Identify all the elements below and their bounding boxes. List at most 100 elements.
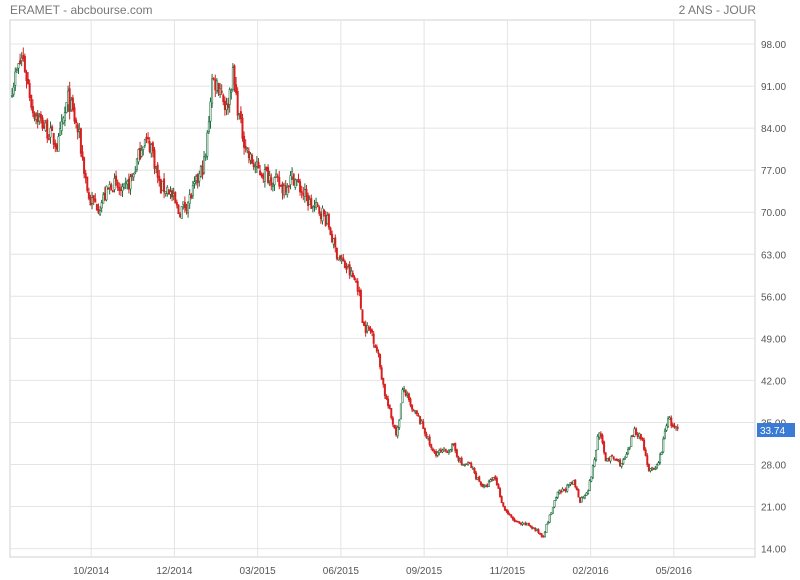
candle-body bbox=[310, 197, 313, 209]
candle-body bbox=[623, 458, 626, 460]
candle-body bbox=[539, 533, 542, 535]
candle-body bbox=[366, 325, 369, 332]
candle-body bbox=[471, 468, 474, 470]
x-tick-label: 10/2014 bbox=[73, 566, 110, 577]
period-label: 2 ANS - JOUR bbox=[678, 3, 756, 17]
candle-body bbox=[358, 290, 361, 293]
candle-body bbox=[14, 71, 17, 86]
candle-body bbox=[75, 119, 78, 124]
candle-body bbox=[367, 326, 370, 330]
candle-body bbox=[639, 434, 642, 440]
candle-body bbox=[503, 506, 506, 511]
candle-body bbox=[195, 176, 198, 182]
candle-body bbox=[508, 513, 511, 516]
candle-body bbox=[495, 477, 498, 486]
candle-body bbox=[475, 472, 478, 480]
candle-body bbox=[65, 102, 68, 113]
candle-body bbox=[521, 522, 524, 525]
candle-body bbox=[308, 199, 311, 206]
candle-body bbox=[35, 115, 38, 120]
candle-body bbox=[436, 452, 439, 456]
candle-body bbox=[43, 126, 46, 129]
candle-body bbox=[12, 86, 15, 95]
candle-body bbox=[219, 88, 222, 96]
candle-body bbox=[249, 153, 252, 161]
candle-body bbox=[572, 479, 575, 485]
grid-lines bbox=[9, 19, 756, 558]
candle-body bbox=[257, 162, 260, 169]
axes: 98.00 91.00 84.00 77.00 70.00 63.00 56.00 49.00… bbox=[73, 40, 795, 577]
candle-body bbox=[433, 451, 436, 453]
candle-body bbox=[62, 117, 65, 124]
candle-body bbox=[259, 170, 262, 176]
candle-body bbox=[135, 158, 138, 171]
candle-body bbox=[609, 455, 612, 462]
candle-body bbox=[103, 192, 106, 201]
candle-body bbox=[491, 478, 494, 481]
candle-body bbox=[350, 270, 353, 276]
candle-body bbox=[126, 180, 129, 185]
candle-body bbox=[646, 455, 649, 466]
candle-body bbox=[614, 459, 617, 461]
candle-body bbox=[428, 436, 431, 446]
candle-body bbox=[91, 197, 94, 204]
candle-body bbox=[260, 173, 263, 177]
candle-body bbox=[406, 393, 409, 396]
candle-body bbox=[49, 127, 52, 138]
candle-body bbox=[107, 187, 110, 190]
candle-body bbox=[486, 484, 489, 488]
candle-body bbox=[419, 416, 422, 424]
candle-body bbox=[326, 215, 329, 224]
candle-body bbox=[307, 195, 310, 207]
candle-body bbox=[479, 481, 482, 486]
candle-body bbox=[558, 490, 561, 494]
candle-body bbox=[399, 403, 402, 420]
candle-body bbox=[131, 174, 134, 177]
candle-body bbox=[167, 189, 170, 195]
candle-body bbox=[407, 393, 410, 400]
candle-body bbox=[183, 201, 186, 208]
candle-body bbox=[447, 450, 450, 453]
candle-body bbox=[318, 207, 321, 214]
candle-body bbox=[550, 512, 553, 515]
candle-body bbox=[164, 191, 167, 194]
candle-body bbox=[652, 468, 655, 470]
candle-body bbox=[28, 83, 31, 98]
candle-body bbox=[620, 462, 623, 467]
candle-body bbox=[212, 78, 215, 80]
candle-body bbox=[86, 176, 89, 192]
candle-body bbox=[339, 255, 342, 259]
candle-body bbox=[251, 154, 254, 164]
candle-body bbox=[566, 484, 569, 492]
candle-body bbox=[244, 145, 247, 149]
candle-body bbox=[225, 104, 228, 111]
candle-series bbox=[11, 47, 679, 538]
candle-body bbox=[44, 122, 47, 132]
candle-body bbox=[377, 352, 380, 355]
candle-body bbox=[324, 214, 327, 226]
candle-body bbox=[271, 185, 274, 187]
candle-body bbox=[335, 247, 338, 259]
candle-body bbox=[380, 367, 383, 380]
candle-body bbox=[515, 520, 518, 522]
candle-body bbox=[227, 103, 230, 108]
candle-body bbox=[313, 205, 316, 207]
candle-body bbox=[353, 276, 356, 281]
candle-body bbox=[137, 149, 140, 163]
candle-body bbox=[430, 444, 433, 449]
candle-body bbox=[254, 165, 257, 168]
candle-body bbox=[556, 491, 559, 498]
candle-body bbox=[382, 377, 385, 385]
candle-body bbox=[174, 192, 177, 204]
candle-body bbox=[342, 257, 345, 262]
chart-title: ERAMET - abcbourse.com bbox=[10, 3, 153, 17]
candle-body bbox=[71, 97, 74, 111]
candle-body bbox=[241, 117, 244, 139]
candle-body bbox=[17, 63, 20, 69]
candle-body bbox=[435, 451, 438, 456]
candle-body bbox=[651, 467, 654, 470]
candle-body bbox=[105, 185, 108, 201]
candle-body bbox=[505, 509, 508, 512]
y-tick-label: 70.00 bbox=[761, 208, 786, 219]
candle-body bbox=[20, 57, 23, 62]
